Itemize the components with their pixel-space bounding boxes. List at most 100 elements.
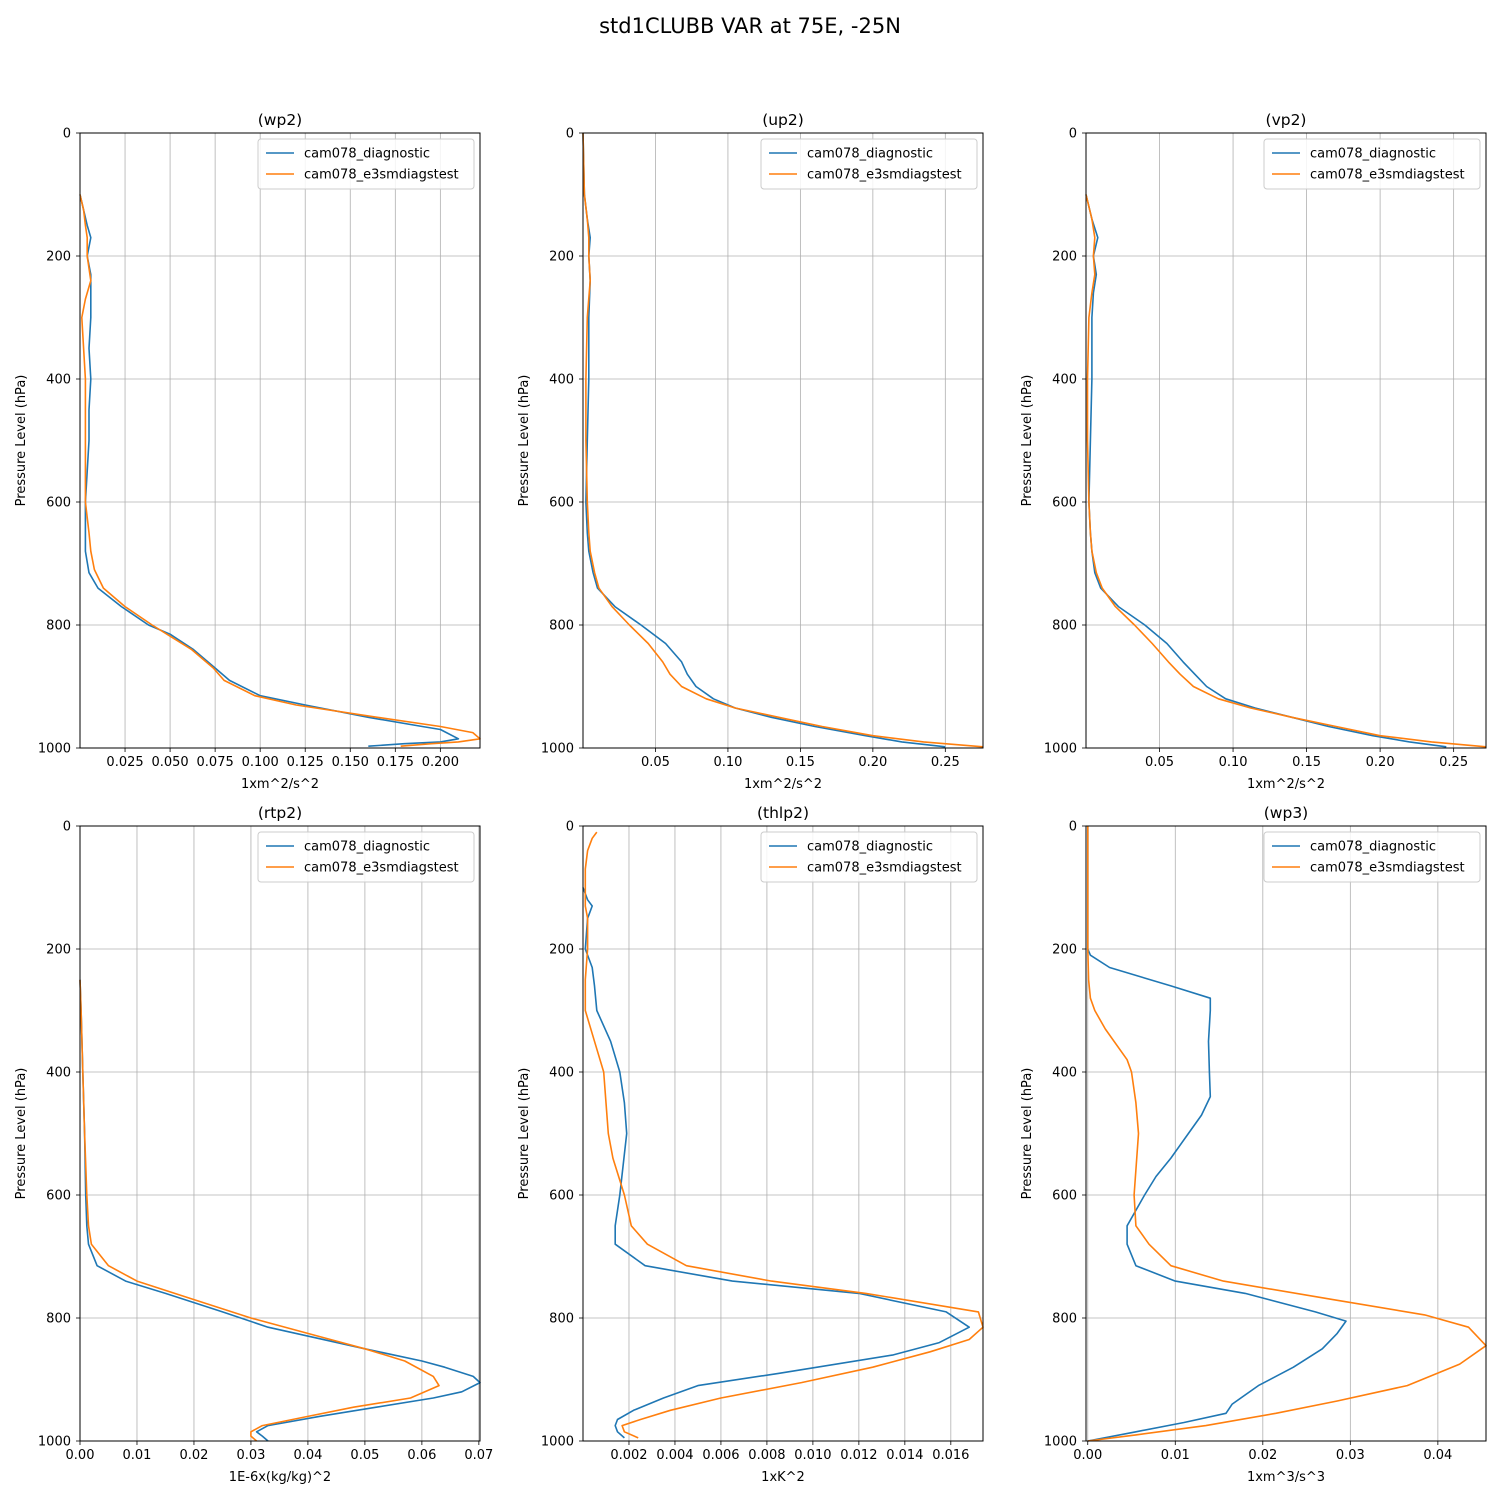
y-tick-label: 200 [46,250,71,265]
y-tick-label: 1000 [541,742,574,757]
y-tick-label: 400 [1052,1066,1077,1081]
x-axis-label: 1xm^3/s^3 [1247,1470,1325,1485]
legend-box [760,138,978,190]
x-tick-label: 0.04 [1423,1448,1452,1463]
x-tick-label: 0.07 [464,1448,493,1463]
x-axis-label: 1xK^2 [761,1470,805,1485]
y-tick-label: 800 [1052,1312,1077,1327]
chart-panel-wp2: 0.025 0.050 0.075 0.100 0.125 0.150 0.175 0.200… [14,111,481,792]
legend-label: cam078_diagnostic [304,147,430,162]
x-tick-label: 0.004 [656,1448,693,1463]
x-tick-label: 0.00 [1073,1448,1102,1463]
legend-label: cam078_diagnostic [1310,840,1436,855]
chart-panel-up2: 0.05 0.10 0.15 0.20 0.25 0 200 400 600 800 1000 (up… [517,111,984,792]
x-tick-label: 0.25 [1439,755,1468,770]
legend-label: cam078_e3smdiagstest [1310,861,1465,876]
y-tick-label: 600 [46,496,71,511]
series-line-cam078_e3smdiagstest [79,979,440,1442]
x-tick-label: 0.10 [713,755,742,770]
y-tick-label: 800 [549,1312,574,1327]
x-tick-label: 0.20 [858,755,887,770]
x-tick-label: 0.012 [840,1448,877,1463]
chart-title: (vp2) [1266,111,1307,129]
x-tick-label: 0.10 [1219,755,1248,770]
x-tick-label: 0.05 [350,1448,379,1463]
legend-label: cam078_diagnostic [304,840,430,855]
x-axis-label: 1E-6x(kg/kg)^2 [229,1470,331,1485]
legend-box [257,138,475,190]
y-tick-label: 0 [1069,820,1077,835]
x-tick-label: 0.05 [641,755,670,770]
chart-title: (wp3) [1264,804,1308,822]
x-tick-label: 0.016 [932,1448,969,1463]
y-tick-label: 400 [549,373,574,388]
axes-frame [79,825,481,1442]
x-tick-label: 0.014 [886,1448,923,1463]
axes-frame [1085,825,1487,1442]
legend: cam078_diagnostic cam078_e3smdiagstest [760,831,978,883]
y-axis-label: Pressure Level (hPa) [1020,1068,1035,1200]
y-tick-label: 0 [63,127,71,142]
series-line-cam078_diagnostic [1085,194,1447,748]
chart-title: (wp2) [258,111,302,129]
legend: cam078_diagnostic cam078_e3smdiagstest [760,138,978,190]
x-tick-label: 0.15 [786,755,815,770]
y-tick-label: 0 [566,820,574,835]
x-tick-label: 0.125 [287,755,324,770]
x-tick-label: 0.075 [197,755,234,770]
x-tick-label: 0.025 [106,755,143,770]
figure-title: std1CLUBB VAR at 75E, -25N [599,14,901,38]
series-line-cam078_e3smdiagstest [582,132,984,748]
y-tick-label: 200 [46,943,71,958]
y-axis-label: Pressure Level (hPa) [1020,375,1035,507]
series-line-cam078_diagnostic [1087,826,1347,1442]
series-line-cam078_diagnostic [79,979,481,1442]
legend-label: cam078_diagnostic [1310,147,1436,162]
y-tick-label: 600 [549,1189,574,1204]
y-axis-label: Pressure Level (hPa) [517,375,532,507]
legend-box [1263,138,1481,190]
y-tick-label: 600 [549,496,574,511]
series-line-cam078_diagnostic [582,887,971,1439]
y-tick-label: 600 [46,1189,71,1204]
y-tick-label: 1000 [1044,1435,1077,1450]
legend-label: cam078_e3smdiagstest [304,861,459,876]
x-tick-label: 0.06 [407,1448,436,1463]
x-tick-label: 0.03 [236,1448,265,1463]
axes-frame [1085,132,1487,749]
x-tick-label: 0.050 [151,755,188,770]
legend: cam078_diagnostic cam078_e3smdiagstest [1263,831,1481,883]
x-tick-label: 0.150 [332,755,369,770]
legend-label: cam078_e3smdiagstest [1310,168,1465,183]
x-tick-label: 0.100 [242,755,279,770]
y-tick-label: 600 [1052,1189,1077,1204]
chart-panel-vp2: 0.05 0.10 0.15 0.20 0.25 0 200 400 600 800 1000 (vp… [1020,111,1487,792]
x-tick-label: 0.00 [66,1448,95,1463]
y-tick-label: 1000 [38,742,71,757]
legend-box [257,831,475,883]
y-axis-label: Pressure Level (hPa) [14,375,29,507]
x-tick-label: 0.006 [702,1448,739,1463]
x-tick-label: 0.01 [123,1448,152,1463]
series-line-cam078_diagnostic [79,194,460,747]
x-tick-label: 0.175 [377,755,414,770]
x-tick-label: 0.04 [293,1448,322,1463]
chart-panel-wp3: 0.00 0.01 0.02 0.03 0.04 0 200 400 600 800 1000 (wp… [1020,804,1487,1485]
y-tick-label: 600 [1052,496,1077,511]
y-tick-label: 800 [1052,619,1077,634]
series-line-cam078_e3smdiagstest [1087,826,1487,1442]
series-line-cam078_e3smdiagstest [584,831,984,1439]
y-tick-label: 200 [1052,943,1077,958]
series-line-cam078_e3smdiagstest [1085,194,1487,748]
y-tick-label: 200 [549,250,574,265]
y-tick-label: 800 [549,619,574,634]
legend: cam078_diagnostic cam078_e3smdiagstest [257,831,475,883]
legend-label: cam078_e3smdiagstest [807,861,962,876]
y-tick-label: 0 [566,127,574,142]
legend: cam078_diagnostic cam078_e3smdiagstest [1263,138,1481,190]
y-tick-label: 400 [1052,373,1077,388]
x-tick-label: 0.002 [610,1448,647,1463]
series-line-cam078_e3smdiagstest [79,194,481,747]
x-tick-label: 0.05 [1145,755,1174,770]
legend-box [1263,831,1481,883]
